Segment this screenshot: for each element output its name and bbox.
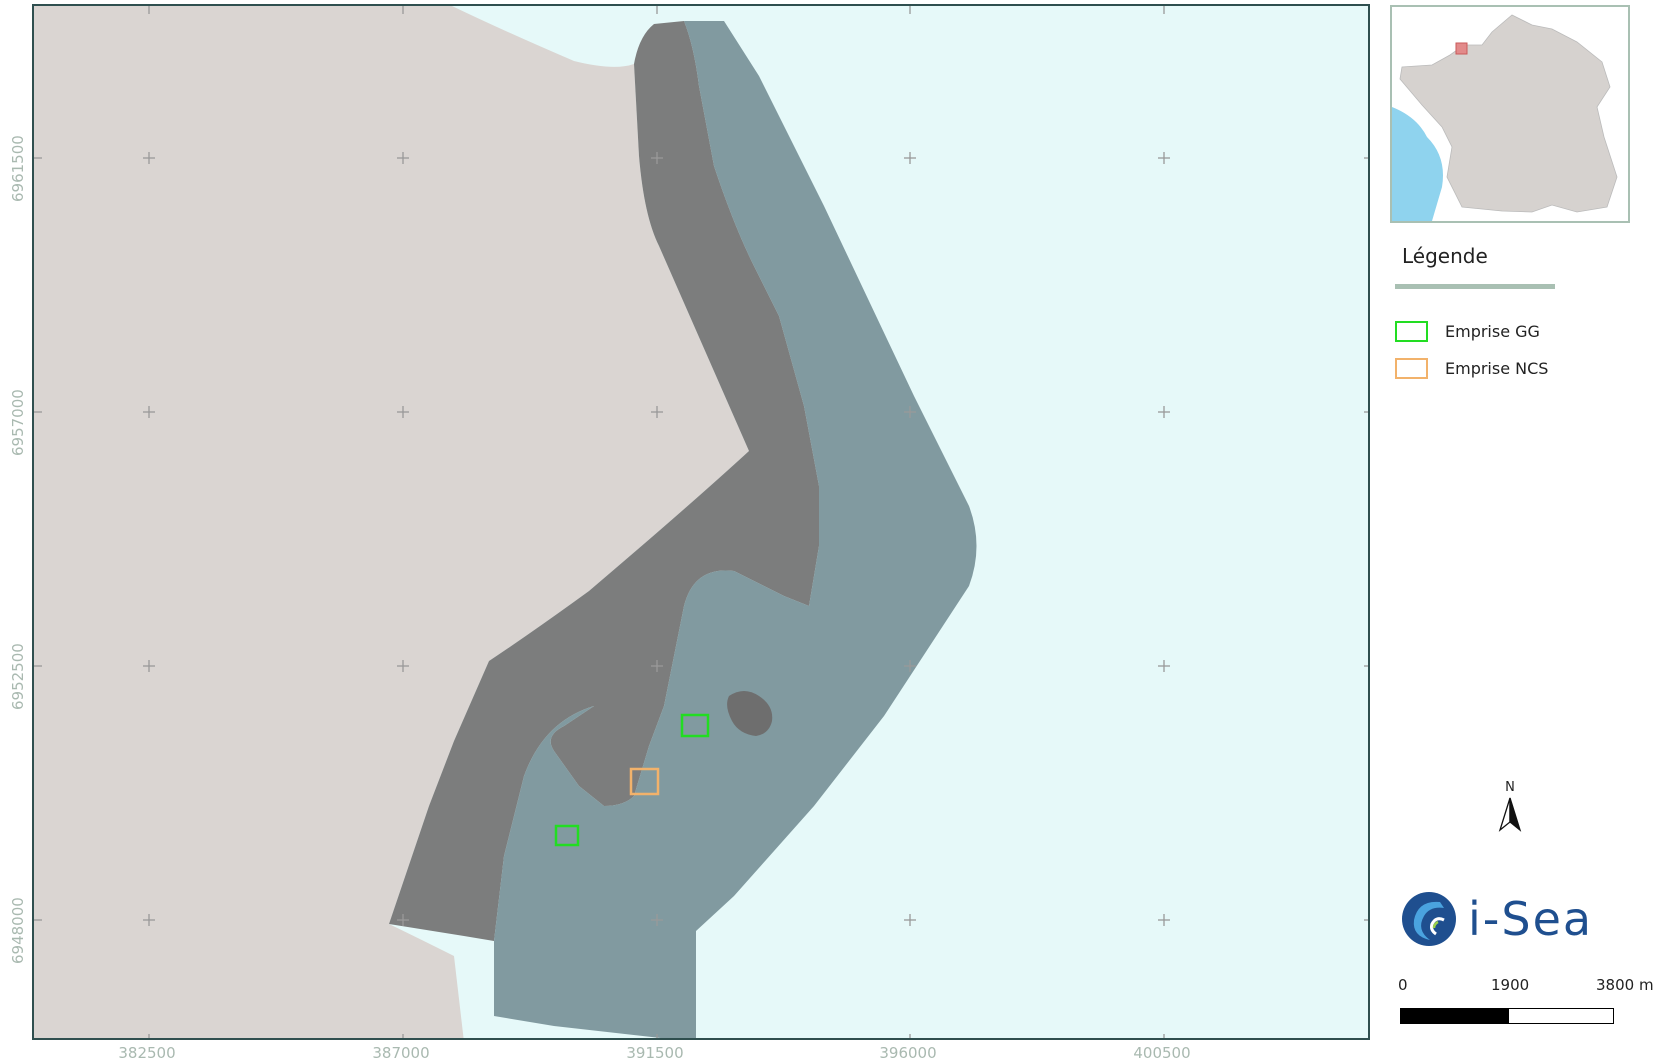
scale-label: 1900	[1491, 976, 1530, 994]
y-tick-label: 6952500	[9, 643, 27, 710]
legend-item-emprise-gg: Emprise GG	[1395, 321, 1540, 342]
i-sea-logo: i-Sea	[1400, 890, 1593, 948]
y-tick-label: 6961500	[9, 135, 27, 202]
legend-swatch-ncs	[1395, 358, 1428, 379]
north-arrow: N	[1495, 780, 1525, 840]
overview-sea	[1392, 107, 1443, 221]
wave-logo-icon	[1402, 892, 1456, 946]
y-tick-label: 6948000	[9, 897, 27, 964]
legend-item-emprise-ncs: Emprise NCS	[1395, 358, 1548, 379]
legend-swatch-gg	[1395, 321, 1428, 342]
overview-study-area	[1455, 42, 1468, 55]
scale-bar-black-segment	[1400, 1008, 1508, 1024]
x-tick-label: 387000	[372, 1044, 430, 1062]
north-arrow-icon	[1498, 797, 1522, 832]
scale-label: 3800 m	[1596, 976, 1654, 994]
overview-map-canvas	[1392, 7, 1628, 221]
overview-france-land	[1399, 14, 1618, 213]
map-canvas[interactable]	[34, 6, 1370, 1040]
x-tick-label: 396000	[879, 1044, 937, 1062]
scale-bar: 0 1900 3800 m	[1398, 976, 1658, 1036]
emprise-ncs-rect[interactable]	[629, 767, 660, 796]
island	[727, 691, 773, 736]
scale-label: 0	[1398, 976, 1408, 994]
grid-crosses	[34, 6, 1368, 1038]
x-tick-label: 391500	[626, 1044, 684, 1062]
coverage-land	[389, 21, 819, 941]
y-tick-label: 6957000	[9, 389, 27, 456]
scale-bar-white-segment	[1508, 1008, 1614, 1024]
x-tick-label: 382500	[118, 1044, 176, 1062]
emprise-gg-rect-1[interactable]	[680, 713, 710, 738]
legend-divider	[1395, 284, 1555, 289]
legend-label: Emprise NCS	[1445, 359, 1549, 378]
overview-inset-map[interactable]	[1390, 5, 1630, 223]
emprise-gg-rect-2[interactable]	[554, 824, 580, 847]
x-tick-label: 400500	[1133, 1044, 1191, 1062]
legend-title: Légende	[1402, 244, 1488, 268]
north-label: N	[1505, 780, 1515, 795]
logo-text: i-Sea	[1468, 892, 1594, 946]
coverage-sea	[494, 21, 977, 1038]
land-mainland	[34, 6, 749, 1038]
legend-label: Emprise GG	[1445, 322, 1540, 341]
map-frame[interactable]	[32, 4, 1370, 1040]
